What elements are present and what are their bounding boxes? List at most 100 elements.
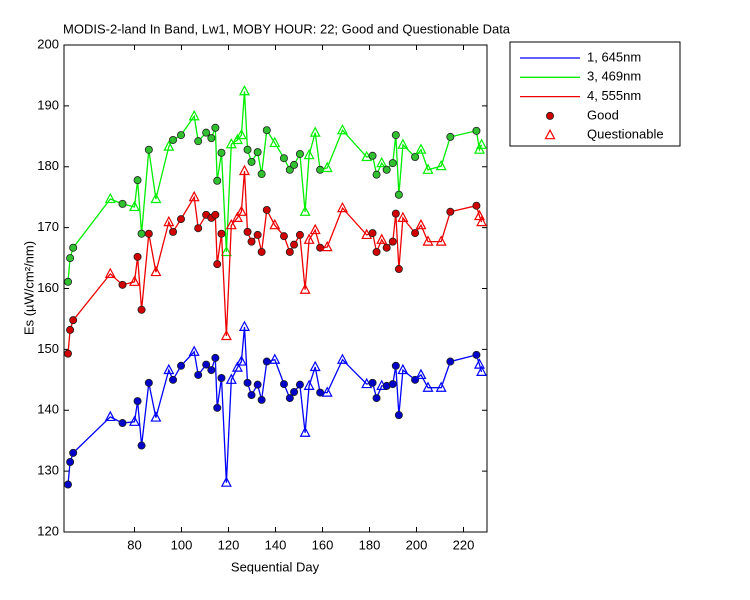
data-point [188,190,200,202]
legend-label: 4, 555nm [587,88,641,103]
x-tick-label: 140 [265,537,287,552]
data-point [225,218,237,230]
data-point [253,380,262,389]
data-point [435,159,447,171]
data-point [262,126,271,135]
data-point [397,211,409,222]
data-point [177,361,186,370]
data-point [225,373,237,384]
data-point [257,170,266,179]
data-point [202,360,211,369]
x-tick-label: 220 [453,537,475,552]
data-point [388,159,397,168]
data-point [372,247,381,256]
x-tick-label: 200 [406,537,428,552]
legend-marker [546,111,555,120]
data-point [253,230,262,239]
data-point [217,229,226,238]
data-point [411,229,420,238]
y-tick-label: 160 [37,280,59,295]
data-point [213,260,222,269]
data-point [382,165,391,174]
data-point [376,156,388,168]
data-point [188,109,200,121]
data-point [220,245,232,257]
data-point [238,164,250,176]
data-point [394,265,403,274]
data-point [220,329,232,341]
data-point [472,350,481,359]
y-tick-label: 120 [37,523,59,538]
x-tick-label: 80 [127,537,141,552]
data-point [243,145,252,154]
data-point [411,153,420,162]
data-point [368,229,377,238]
data-point [69,243,78,252]
x-tick-label: 100 [171,537,193,552]
data-point [231,361,243,372]
data-point [316,388,325,397]
data-point [238,84,250,96]
data-point [169,135,178,144]
data-point [269,218,281,230]
data-point [194,137,203,146]
series-line [67,326,483,485]
y-tick-label: 140 [37,402,59,417]
legend-marker [544,128,556,140]
data-point [235,355,247,366]
data-point [69,316,78,325]
data-point [169,227,178,236]
data-point [104,267,116,278]
data-point [397,363,409,375]
data-point [422,163,434,174]
data-point [309,126,321,137]
data-point [422,381,434,392]
data-point [388,237,397,246]
data-point [295,380,304,389]
data-point [473,143,485,154]
data-point [321,240,333,252]
data-point [472,126,481,135]
data-point [295,230,304,239]
data-point [476,215,488,227]
data-point [290,240,299,249]
data-point [188,345,200,356]
data-point [376,233,388,244]
legend-label: 3, 469nm [587,69,641,84]
data-point [129,415,140,426]
data-point [211,123,220,132]
data-point [235,205,247,216]
data-point [415,143,427,154]
data-point [336,201,348,213]
data-point [382,243,391,252]
data-point [285,394,294,403]
y-axis-label: Es (µW/cm²/nm) [21,241,36,335]
data-point [290,387,299,396]
data-point [163,215,175,227]
data-point [69,448,78,457]
data-point [336,353,348,364]
chart-title: MODIS-2-land In Band, Lw1, MOBY HOUR: 22… [63,21,511,36]
data-point [247,157,256,166]
data-point [446,207,455,216]
data-point [144,378,153,387]
data-point [415,218,427,230]
legend-frame [509,41,681,147]
data-point [211,353,220,362]
data-point [299,283,311,294]
data-point [118,199,127,208]
data-point [118,280,127,289]
data-point [137,305,146,314]
data-point [177,215,186,224]
data-point [163,140,175,151]
data-point [238,320,250,331]
data-point [118,419,127,428]
data-point [372,170,381,179]
data-point [137,229,146,238]
data-point [422,235,434,246]
data-point [309,360,321,372]
series-line [67,170,483,354]
data-point [207,134,216,143]
data-point [163,363,175,375]
data-point [285,247,294,256]
